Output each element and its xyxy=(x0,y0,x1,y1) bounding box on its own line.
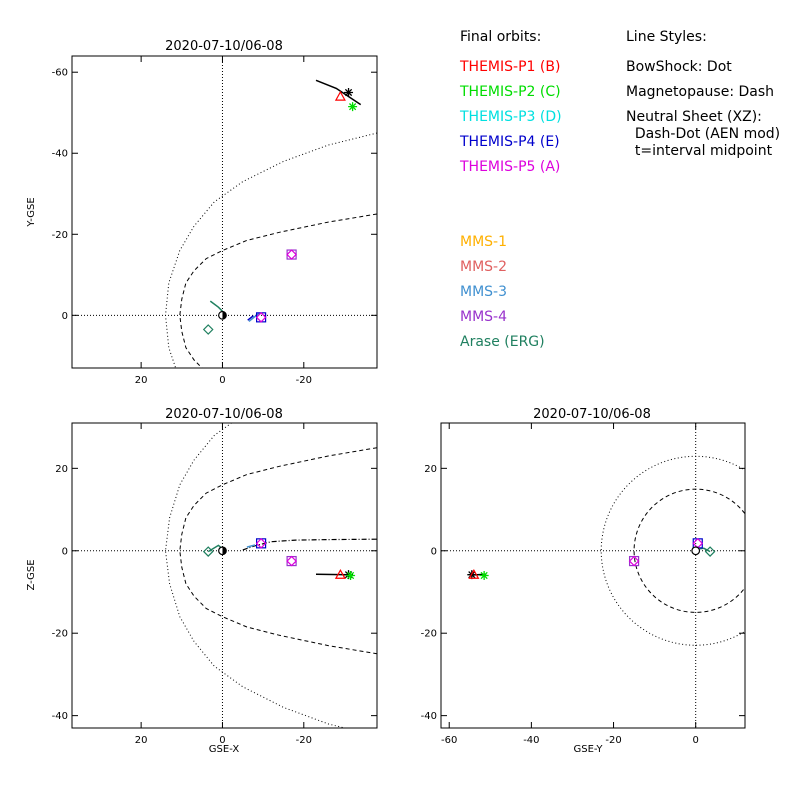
x-tick-label: 0 xyxy=(219,735,225,746)
orbit-marker-star xyxy=(479,571,489,580)
panel-xz-content: 20 0 -20 -40 -20 0 20 xyxy=(52,423,377,746)
panel-xy-title: 2020-07-10/06-08 xyxy=(165,39,283,54)
legend-mms-3: MMS-3 xyxy=(460,284,507,300)
x-tick-label: 20 xyxy=(135,735,148,746)
neutral-sheet-curve xyxy=(242,538,377,551)
orbit-track xyxy=(246,544,256,548)
orbit-track xyxy=(209,300,224,312)
x-tick-label: 20 xyxy=(135,375,148,386)
orbit-marker-diamond xyxy=(202,324,214,335)
x-tick-label: -20 xyxy=(296,375,312,386)
y-tick-label: -40 xyxy=(52,711,68,722)
panel-xz-xlabel: GSE-X xyxy=(209,744,240,755)
panel-inner xyxy=(441,423,745,728)
panel-yz-frame xyxy=(440,422,746,729)
legend-orbit-p1: THEMIS-P1 (B) xyxy=(459,59,560,75)
y-tick-label: -60 xyxy=(52,68,68,79)
legend-mms-2: MMS-2 xyxy=(460,259,507,275)
panel-xz-frame xyxy=(71,422,378,729)
legend-style-magnetopause: Magnetopause: Dash xyxy=(626,84,774,100)
panel-inner xyxy=(72,423,377,728)
orbit-track xyxy=(699,547,711,553)
orbit-marker-diamond xyxy=(202,546,214,557)
orbit-marker-star xyxy=(348,102,358,112)
x-tick-label: 0 xyxy=(693,735,699,746)
orbit-marker-triangle xyxy=(334,568,346,579)
legend-orbit-p2: THEMIS-P2 (C) xyxy=(459,84,561,100)
x-tick-label: -60 xyxy=(441,735,457,746)
orbit-marker-star xyxy=(346,571,356,580)
panel-xz: 2020-07-10/06-08 Z-GSE GSE-X 20 0 -20 -40 -2… xyxy=(26,407,378,755)
legend-orbits-title: Final orbits: xyxy=(460,29,541,45)
orbit-marker-diamond xyxy=(255,312,267,323)
orbit-marker-star xyxy=(344,570,354,580)
legend-style-neutral-sheet: Neutral Sheet (XZ): xyxy=(626,109,762,125)
magnetopause-curve xyxy=(179,447,377,655)
panel-yz-title: 2020-07-10/06-08 xyxy=(533,407,651,422)
x-tick-label: -40 xyxy=(523,735,539,746)
orbit-marker-diamond xyxy=(628,555,640,567)
panel-yz: 2020-07-10/06-08 GSE-Y -60 -40 -20 0 -40 -20 0… xyxy=(421,407,746,755)
orbit-marker-diamond xyxy=(286,249,297,260)
orbit-marker-diamond xyxy=(286,555,297,567)
legend-mms-4: MMS-4 xyxy=(460,309,507,325)
x-tick-label: -20 xyxy=(296,735,312,746)
y-tick-label: -40 xyxy=(52,149,68,160)
panel-xy-frame xyxy=(71,55,378,369)
panel-yz-xlabel: GSE-Y xyxy=(574,744,604,755)
panel-xy: 2020-07-10/06-08 Y-GSE 20 0 -20 0 -20 -40 -60 xyxy=(26,39,378,386)
orbit-marker-star xyxy=(344,87,354,97)
legend-orbit-p4: THEMIS-P4 (E) xyxy=(459,134,560,150)
panel-xy-ylabel: Y-GSE xyxy=(26,197,37,227)
panel-inner xyxy=(72,56,377,368)
y-tick-label: 20 xyxy=(55,464,68,475)
y-tick-label: 0 xyxy=(62,546,68,557)
legend-orbit-p5: THEMIS-P5 (A) xyxy=(459,159,560,175)
y-tick-label: -20 xyxy=(52,230,68,241)
panel-xy-content: 20 0 -20 0 -20 -40 -60 xyxy=(52,56,377,386)
x-tick-label: -20 xyxy=(605,735,621,746)
y-tick-label: 20 xyxy=(424,464,437,475)
orbit-marker-diamond xyxy=(255,538,267,549)
x-tick-label: 0 xyxy=(219,375,225,386)
legend-styles-title: Line Styles: xyxy=(626,29,707,45)
bow-shock-curve xyxy=(164,132,377,368)
bow-shock-circle xyxy=(600,455,745,646)
legend-mms-1: MMS-1 xyxy=(460,234,507,250)
panel-xz-ylabel: Z-GSE xyxy=(26,559,37,590)
magnetopause-circle xyxy=(633,488,745,613)
legend: Final orbits: THEMIS-P1 (B) THEMIS-P2 (C… xyxy=(459,29,780,350)
panel-yz-content: -60 -40 -20 0 -40 -20 0 20 xyxy=(421,423,745,746)
legend-style-dash-dot: Dash-Dot (AEN mod) xyxy=(626,126,780,142)
orbit-marker-triangle xyxy=(468,568,480,579)
orbit-marker-diamond xyxy=(704,546,716,557)
earth-circle xyxy=(691,546,701,556)
legend-arase: Arase (ERG) xyxy=(460,334,545,350)
legend-orbit-p3: THEMIS-P3 (D) xyxy=(459,109,562,125)
y-tick-label: -20 xyxy=(421,629,437,640)
orbit-marker-triangle xyxy=(334,90,346,101)
y-tick-label: 0 xyxy=(431,546,437,557)
y-tick-label: -20 xyxy=(52,629,68,640)
orbit-track xyxy=(315,79,362,106)
panel-xz-title: 2020-07-10/06-08 xyxy=(165,407,283,422)
orbit-track xyxy=(248,312,260,322)
earth-night-side xyxy=(222,311,227,320)
legend-style-bowshock: BowShock: Dot xyxy=(626,59,732,75)
earth-night-side xyxy=(222,546,227,555)
legend-style-midpoint: t=interval midpoint xyxy=(626,143,773,159)
y-tick-label: 0 xyxy=(62,311,68,322)
y-tick-label: -40 xyxy=(421,711,437,722)
orbit-track xyxy=(247,315,254,321)
